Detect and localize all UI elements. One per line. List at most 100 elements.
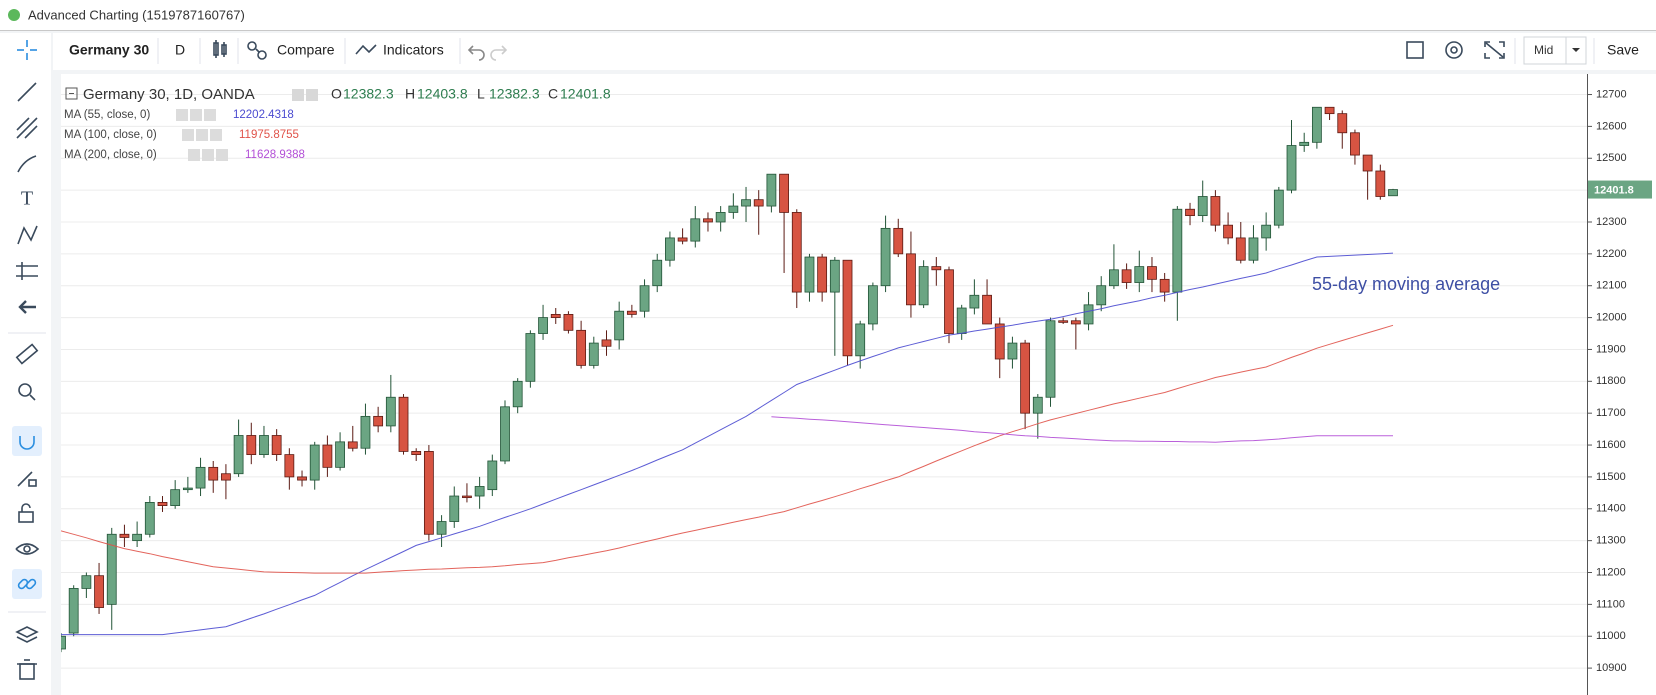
hide-toolbar[interactable] <box>18 300 36 314</box>
candle-body <box>1159 278 1170 293</box>
ohlc-value: 12401.8 <box>560 86 611 102</box>
candle-body <box>906 253 916 306</box>
y-tick-label: 11800 <box>1596 375 1626 387</box>
candle-body <box>931 266 942 271</box>
candle-body <box>1032 396 1043 414</box>
candle-body <box>728 205 739 213</box>
candle-body <box>1096 285 1107 306</box>
compare-icon[interactable] <box>247 41 267 60</box>
candle-body <box>195 466 206 489</box>
crosshair-tool[interactable] <box>17 40 37 60</box>
redo-button[interactable] <box>490 49 506 61</box>
candle-body <box>1223 224 1233 239</box>
visibility-tool[interactable] <box>15 543 40 555</box>
symbol-search[interactable]: Germany 30 <box>69 42 149 58</box>
candle-body <box>715 212 726 223</box>
candle-body <box>867 285 878 325</box>
ohlc-value: 12382.3 <box>343 86 394 102</box>
legend-button <box>204 109 216 121</box>
candle-body <box>221 473 231 481</box>
candle-body <box>1388 189 1398 197</box>
candle-body <box>462 495 472 499</box>
y-tick-label: 11400 <box>1596 503 1626 515</box>
candle-body <box>132 533 143 542</box>
legend-value: 12202.4318 <box>233 109 294 121</box>
settings-button[interactable] <box>1445 41 1463 59</box>
y-tick-label: 11700 <box>1596 407 1626 419</box>
text-tool[interactable]: T <box>21 188 33 210</box>
chart-type-button[interactable] <box>213 40 227 58</box>
ohlc-value: 12403.8 <box>417 86 468 102</box>
legend-entry: MA (200, close, 0) <box>64 149 157 161</box>
indicators-button[interactable]: Indicators <box>383 42 444 58</box>
last-price-box <box>1588 180 1652 199</box>
pitchfork-tool[interactable] <box>16 117 38 139</box>
legend-button <box>190 109 202 121</box>
candle-body <box>309 444 320 481</box>
chart-pane <box>61 74 1656 695</box>
ruler-tool[interactable] <box>15 343 39 365</box>
candle-body <box>1375 170 1386 197</box>
candle-body <box>1324 106 1335 115</box>
candle-body <box>233 435 244 475</box>
legend-entry: MA (55, close, 0) <box>64 109 150 121</box>
candle-body <box>829 259 840 293</box>
candle-body <box>360 415 371 449</box>
candle-body <box>61 635 66 650</box>
candle-body <box>512 380 523 408</box>
y-tick-label: 11200 <box>1596 566 1626 578</box>
object-tree[interactable] <box>15 626 39 643</box>
last-price-label: 12401.8 <box>1594 184 1634 196</box>
candle-body <box>208 466 219 481</box>
title-bar <box>0 0 1656 30</box>
collapse-legend[interactable] <box>65 87 78 100</box>
candle-body <box>525 333 536 382</box>
brush-tool[interactable] <box>17 155 37 173</box>
measure-tool[interactable] <box>16 262 38 280</box>
candle-body <box>893 227 904 255</box>
indicators-icon[interactable] <box>355 44 377 55</box>
candle-body <box>538 317 548 334</box>
candle-body <box>982 294 992 325</box>
candle-body <box>436 521 447 535</box>
candle-body <box>81 575 92 589</box>
magnet-tool[interactable] <box>19 436 35 450</box>
candle-body <box>576 329 587 366</box>
candle-body <box>1362 154 1373 172</box>
lock-tool[interactable] <box>18 503 34 523</box>
fullscreen-button[interactable] <box>1484 41 1505 59</box>
legend-button <box>176 109 188 121</box>
pattern-tool[interactable] <box>17 225 38 245</box>
candle-body <box>474 486 485 497</box>
y-tick-label: 12600 <box>1596 120 1627 132</box>
candle-body <box>1007 342 1018 360</box>
candle-body <box>1350 132 1360 156</box>
save-button[interactable]: Save <box>1607 42 1639 58</box>
compare-button[interactable]: Compare <box>277 42 335 58</box>
candle-body <box>665 237 675 261</box>
candle-body <box>1210 196 1221 226</box>
layout-button[interactable] <box>1406 41 1424 59</box>
candle-body <box>1261 224 1272 239</box>
undo-arrow <box>467 45 474 55</box>
candle-body <box>588 342 599 366</box>
candle-body <box>944 269 954 334</box>
trend-line-tool[interactable] <box>17 82 37 102</box>
redo-arrow <box>501 45 508 55</box>
candle-body <box>347 441 358 449</box>
candle-body <box>918 266 929 306</box>
sync-drawings[interactable] <box>17 578 37 590</box>
stay-in-drawing[interactable] <box>17 471 37 487</box>
undo-button[interactable] <box>469 49 485 61</box>
y-tick-label: 12300 <box>1596 216 1627 228</box>
candle-body <box>1248 237 1259 261</box>
interval-button[interactable]: D <box>175 42 185 58</box>
y-tick-label: 12000 <box>1596 311 1627 323</box>
zoom-tool[interactable] <box>18 383 36 401</box>
magnet-bg <box>12 426 42 456</box>
moving-average-line <box>771 416 1393 443</box>
candle-body <box>94 575 104 608</box>
price-axis: 10900 11000 11100 11200 11300 11400 11500 11600… <box>1587 88 1652 674</box>
delete-tool[interactable] <box>17 659 37 680</box>
